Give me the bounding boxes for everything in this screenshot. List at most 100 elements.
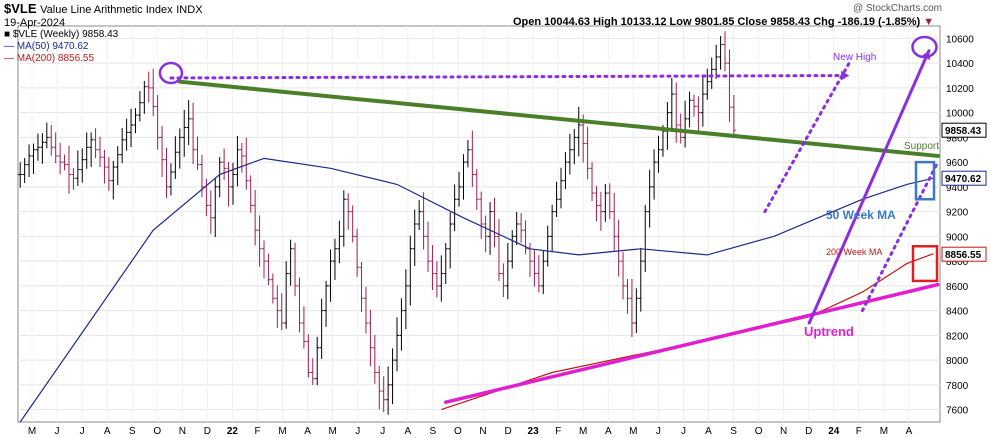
x-tick-label: S: [129, 426, 136, 437]
price-bar: [434, 261, 439, 298]
price-bar: [89, 132, 94, 167]
price-bar: [567, 133, 572, 175]
x-tick-label: M: [629, 426, 637, 437]
price-bar: [683, 100, 688, 148]
value-tag-text: 9470.62: [945, 174, 982, 185]
price-bar: [124, 118, 129, 151]
price-bar: [621, 252, 626, 300]
price-bar: [275, 285, 280, 328]
price-bar: [27, 144, 32, 178]
price-bar: [496, 219, 501, 282]
price-bar: [239, 142, 244, 173]
price-bar: [160, 125, 165, 178]
x-tick-label: N: [780, 426, 787, 437]
price-bar: [44, 122, 49, 149]
y-tick-label: 7800: [946, 381, 969, 392]
price-bar: [448, 212, 453, 269]
x-tick-label: 23: [528, 426, 540, 437]
price-bar: [625, 278, 630, 314]
x-tick-label: J: [681, 426, 686, 437]
x-tick-label: F: [555, 426, 561, 437]
price-bar: [84, 132, 89, 169]
price-bar: [293, 242, 298, 297]
price-bar: [585, 126, 590, 180]
y-tick-label: 10600: [946, 34, 974, 45]
price-bar: [324, 280, 329, 327]
price-bar: [603, 184, 608, 222]
x-tick-label: O: [454, 426, 462, 437]
price-bar: [368, 310, 373, 367]
price-bar: [18, 162, 23, 188]
price-bar: [244, 137, 249, 190]
y-tick-label: 9600: [946, 158, 969, 169]
price-bar: [222, 148, 227, 180]
price-bar: [142, 80, 147, 114]
price-bar: [377, 365, 382, 410]
y-tick-label: 8800: [946, 257, 969, 268]
price-bar: [430, 245, 435, 291]
x-tick-label: J: [80, 426, 85, 437]
price-bar: [279, 293, 284, 331]
price-bar: [647, 169, 652, 228]
x-tick-label: M: [28, 426, 36, 437]
price-bar: [31, 143, 36, 174]
chart-date: 19-Apr-2024: [4, 17, 66, 29]
legend-price: ■ $VLE (Weekly) 9858.43: [4, 29, 119, 40]
x-tick-label: A: [304, 426, 311, 437]
x-tick-label: J: [55, 426, 60, 437]
price-bar: [652, 149, 657, 200]
price-bar: [550, 204, 555, 253]
price-bar: [40, 133, 45, 164]
price-bar: [590, 162, 595, 202]
price-bar: [723, 31, 728, 72]
y-tick-label: 8000: [946, 356, 969, 367]
x-tick-label: J: [380, 426, 385, 437]
price-bar: [53, 132, 58, 164]
price-bar: [359, 261, 364, 313]
price-bar: [696, 96, 701, 133]
price-bar: [111, 160, 116, 200]
price-bar: [208, 190, 213, 234]
exchange-label: INDX: [176, 4, 203, 16]
x-tick-label: A: [705, 426, 712, 437]
x-tick-label: N: [479, 426, 486, 437]
price-bar: [488, 202, 493, 255]
price-bar: [262, 240, 267, 279]
price-bar: [213, 177, 218, 237]
price-bars: [18, 31, 736, 415]
ohlc-text: Open 10044.63 High 10133.12 Low 9801.85 …: [513, 16, 921, 28]
price-bar: [687, 91, 692, 128]
price-bar: [656, 135, 661, 173]
x-tick-label: A: [404, 426, 411, 437]
price-bar: [102, 149, 107, 184]
value-tag-box: [941, 170, 987, 186]
y-tick-label: 9800: [946, 133, 969, 144]
price-bar: [483, 215, 488, 253]
x-tick-label: M: [328, 426, 336, 437]
uptrend-label: Uptrend: [804, 324, 854, 339]
price-bar: [674, 82, 679, 143]
price-bar: [168, 163, 173, 196]
price-bar: [394, 317, 399, 372]
new-high-dotted-line: [169, 74, 851, 80]
price-bar: [115, 146, 120, 186]
price-bar: [346, 193, 351, 230]
x-tick-label: F: [254, 426, 260, 437]
price-bar: [22, 157, 27, 184]
price-bar: [705, 68, 710, 100]
symbol: $VLE: [4, 1, 37, 16]
price-bar: [173, 136, 178, 179]
ma200-highlight-box: [911, 245, 939, 283]
price-bar: [554, 181, 559, 218]
price-bar: [492, 197, 497, 248]
price-bar: [49, 125, 54, 156]
y-tick-label: 10200: [946, 84, 974, 95]
price-bar: [727, 49, 732, 122]
price-bar: [616, 219, 621, 277]
chart-title: $VLE Value Line Arithmetic Index INDX: [4, 1, 203, 16]
price-bar: [301, 306, 306, 349]
x-tick-label: A: [104, 426, 111, 437]
value-tag-text: 9858.43: [945, 126, 982, 137]
price-bar: [474, 169, 479, 210]
